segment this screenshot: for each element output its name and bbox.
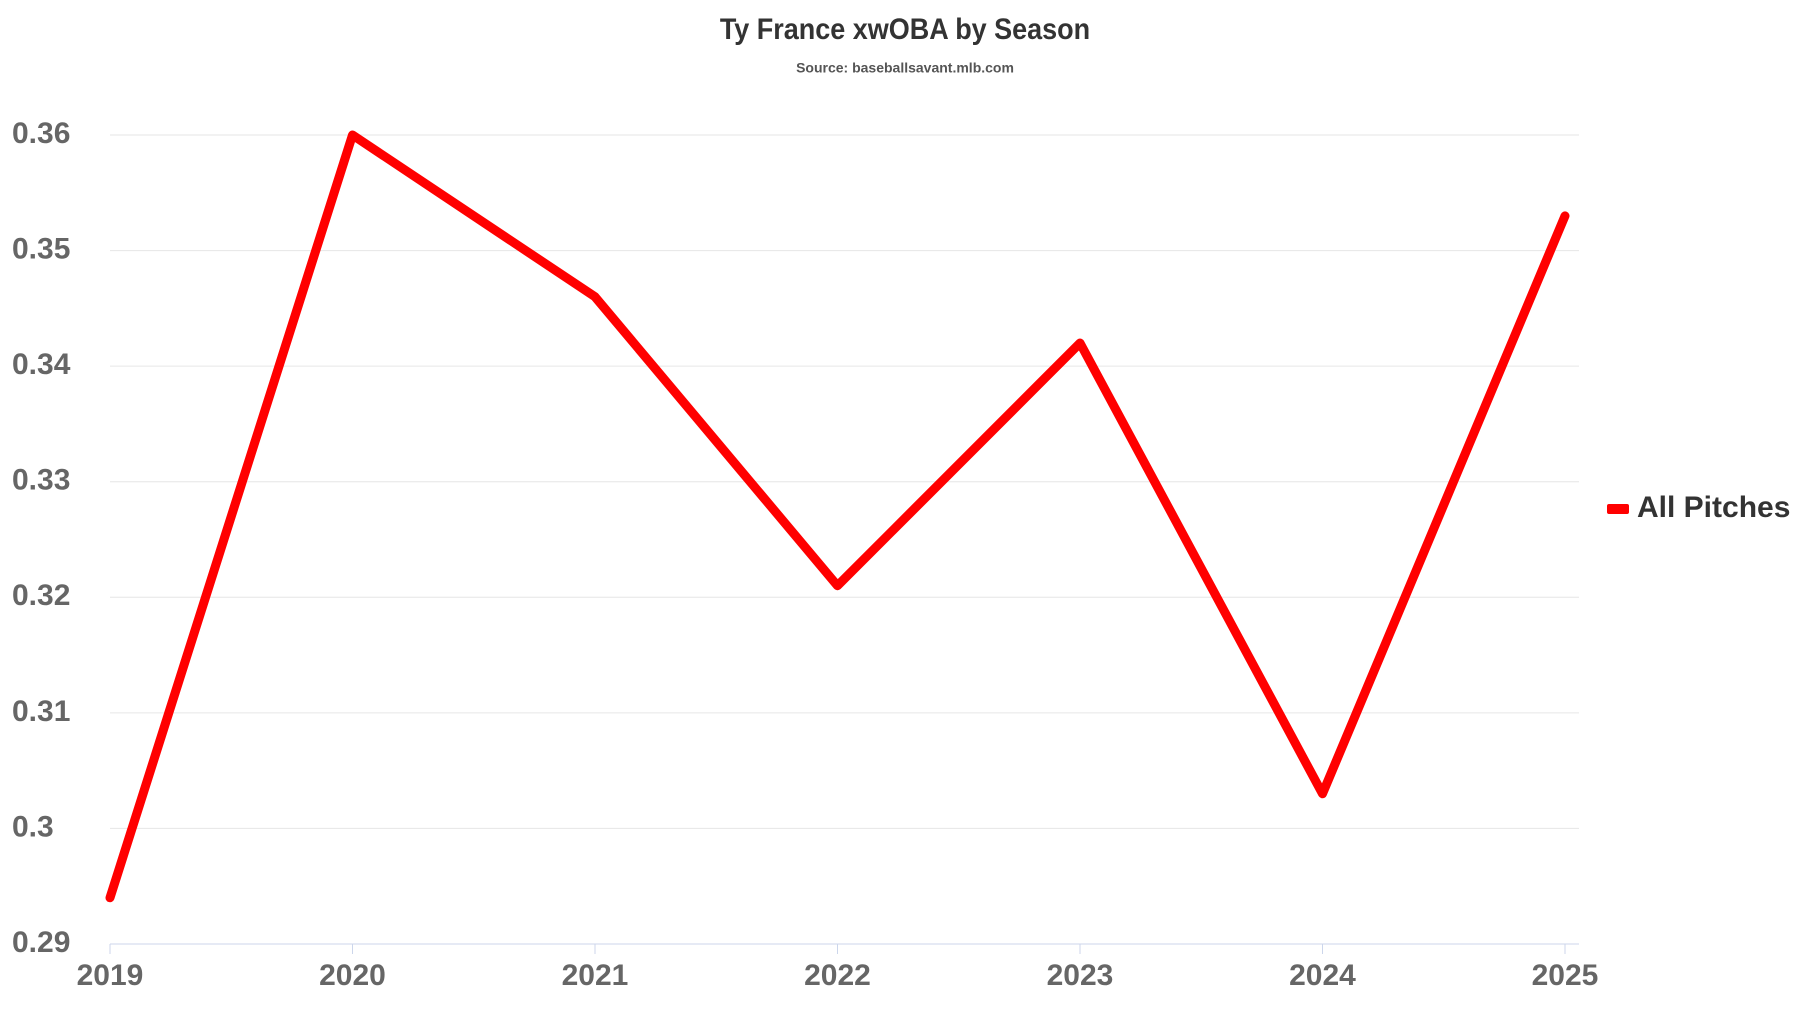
x-tick-label: 2021	[562, 959, 629, 992]
y-tick-label: 0.32	[12, 579, 70, 612]
x-tick-label: 2022	[804, 959, 871, 992]
legend-swatch	[1607, 504, 1629, 514]
y-tick-label: 0.34	[12, 348, 71, 381]
chart-title: Ty France xwOBA by Season	[720, 13, 1090, 47]
y-tick-label: 0.33	[12, 464, 70, 497]
x-tick-label: 2023	[1047, 959, 1114, 992]
y-tick-label: 0.3	[12, 810, 54, 843]
legend-label: All Pitches	[1637, 491, 1790, 524]
x-tick-label: 2020	[319, 959, 386, 992]
chart-subtitle: Source: baseballsavant.mlb.com	[796, 60, 1014, 76]
y-tick-label: 0.35	[12, 232, 70, 265]
series-line	[105, 130, 1570, 903]
x-tick-label: 2024	[1289, 959, 1356, 992]
x-tick-label: 2019	[77, 959, 144, 992]
y-tick-label: 0.29	[12, 926, 70, 959]
y-tick-label: 0.36	[12, 117, 70, 150]
x-tick-label: 2025	[1532, 959, 1599, 992]
y-tick-label: 0.31	[12, 695, 70, 728]
